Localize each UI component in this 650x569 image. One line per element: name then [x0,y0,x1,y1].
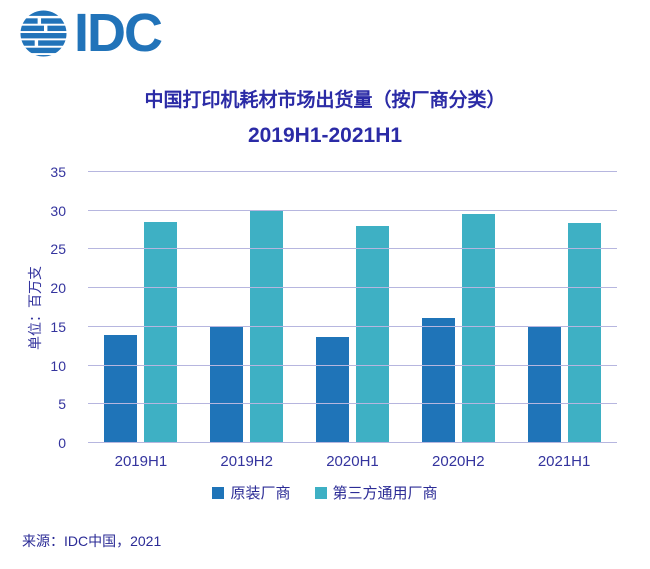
legend-swatch-原装厂商 [212,486,225,499]
chart-title: 中国打印机耗材市场出货量（按厂商分类） [144,90,506,111]
bar-group-2021H1 [511,223,617,443]
legend-label-原装厂商: 原装厂商 [230,485,291,502]
y-tick-label-5: 5 [58,396,66,413]
chart-subtitle: 2019H1-2021H1 [247,124,403,147]
gridline-5 [88,403,617,405]
gridline-15 [88,325,617,327]
legend-item-原装厂商: 原装厂商 [212,482,291,503]
bar-原装厂商-2019H1 [104,335,138,443]
bar-原装厂商-2019H2 [210,326,244,443]
idc-logo: IDC [20,2,163,63]
y-tick-label-30: 30 [50,202,66,219]
gridline-20 [88,287,617,289]
x-tick-label-2019H2: 2019H2 [220,453,273,470]
bar-group-2020H2 [405,213,511,443]
y-tick-label-20: 20 [50,280,66,297]
y-tick-label-10: 10 [50,357,66,374]
y-tick-label-25: 25 [50,241,66,258]
bar-group-2019H1 [88,222,194,443]
y-tick-label-35: 35 [50,164,66,180]
y-axis-ticks: 0 5 10 15 20 25 30 35 [42,164,66,451]
bar-第三方通用厂商-2020H1 [355,226,389,443]
title-block: 中国打印机耗材市场出货量（按厂商分类） 2019H1-2021H1 [0,0,650,150]
logo-text: IDC [74,2,163,63]
bar-原装厂商-2021H1 [527,326,561,443]
plot-area: 单位：百万支 0 5 10 15 20 25 30 35 [27,164,617,451]
x-tick-label-2020H2: 2020H2 [432,453,485,470]
gridline-25 [88,248,617,250]
x-tick-label-2020H1: 2020H1 [326,453,379,470]
striped-globe-icon [20,10,67,57]
legend-swatch-第三方通用厂商 [314,486,327,499]
x-tick-label-2019H1: 2019H1 [114,453,168,470]
legend-label-第三方通用厂商: 第三方通用厂商 [332,485,438,502]
gridline-10 [88,364,617,366]
bar-第三方通用厂商-2020H2 [461,213,495,443]
bar-原装厂商-2020H2 [421,317,455,443]
legend-item-第三方通用厂商: 第三方通用厂商 [314,482,438,503]
y-tick-label-0: 0 [58,435,66,451]
legend: 原装厂商 第三方通用厂商 [0,482,650,503]
y-tick-label-15: 15 [50,318,66,335]
source-note: 来源：IDC中国，2021 [22,533,162,549]
bar-第三方通用厂商-2021H1 [567,223,601,443]
bar-第三方通用厂商-2019H1 [144,222,178,443]
x-tick-label-2021H1: 2021H1 [537,453,591,470]
gridline-30 [88,209,617,211]
bar-group-2020H1 [300,226,406,443]
bar-原装厂商-2020H1 [315,336,349,443]
x-axis-labels: 2019H1 2019H2 2020H1 2020H2 2021H1 [88,453,617,470]
gridline-0 [88,442,617,443]
gridline-35 [88,171,617,172]
